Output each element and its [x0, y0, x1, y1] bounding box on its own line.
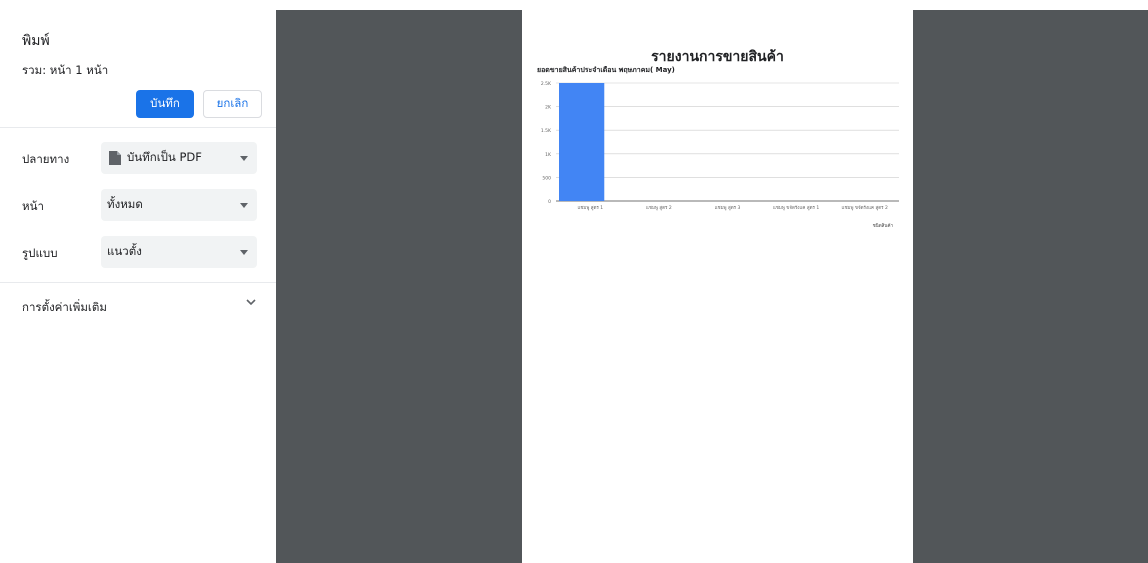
layout-label: รูปแบบ	[22, 246, 58, 260]
x-tick-label: แชมพู สูตร 1	[577, 205, 603, 211]
caret-down-icon	[240, 250, 248, 255]
destination-select[interactable]: บันทึกเป็น PDF	[101, 142, 257, 174]
pages-value: ทั้งหมด	[107, 197, 143, 211]
y-tick-label: 2.5K	[541, 81, 552, 87]
x-tick-label: แชมพู ขจัดรังแค สูตร 2	[842, 205, 888, 211]
page-count: รวม: หน้า 1 หน้า	[22, 63, 109, 77]
destination-value: บันทึกเป็น PDF	[127, 150, 202, 164]
y-tick-label: 2K	[545, 105, 552, 111]
more-settings-label[interactable]: การตั้งค่าเพิ่มเติม	[22, 300, 107, 314]
x-axis-label: ชนิดสินค้า	[873, 223, 894, 229]
x-tick-label: แชมพู สูตร 3	[715, 205, 741, 211]
divider	[0, 127, 276, 128]
x-tick-label: แชมพู สูตร 2	[646, 205, 672, 211]
pages-select[interactable]: ทั้งหมด	[101, 189, 257, 221]
layout-select[interactable]: แนวตั้ง	[101, 236, 257, 268]
y-tick-label: 0	[548, 199, 551, 205]
caret-down-icon	[240, 156, 248, 161]
pages-label: หน้า	[22, 199, 44, 213]
layout-value: แนวตั้ง	[107, 244, 142, 258]
file-icon	[109, 151, 121, 165]
divider	[0, 282, 276, 283]
print-settings-panel: พิมพ์ รวม: หน้า 1 หน้า บันทึก ยกเลิก ปลา…	[0, 0, 276, 563]
report-title: รายงานการขายสินค้า	[651, 49, 784, 65]
y-tick-label: 500	[542, 175, 551, 181]
y-tick-label: 1.5K	[541, 128, 552, 134]
x-tick-label: แชมพู ขจัดรังแค สูตร 1	[773, 205, 819, 211]
bar-chart: 0 500 1K 1.5K 2K 2.5K แชมพู สูตร 1 แชมพู สูตร 2…	[541, 81, 899, 229]
preview-page: รายงานการขายสินค้า ยอดขายสินค้าประจำเดือ…	[522, 10, 913, 563]
save-button[interactable]: บันทึก	[136, 90, 194, 118]
chevron-down-icon[interactable]	[244, 294, 258, 308]
chart-title: ยอดขายสินค้าประจำเดือน พฤษภาคม( May)	[537, 66, 675, 74]
destination-label: ปลายทาง	[22, 152, 70, 166]
chart-bar	[559, 83, 605, 201]
caret-down-icon	[240, 203, 248, 208]
y-tick-label: 1K	[545, 152, 552, 158]
cancel-button[interactable]: ยกเลิก	[203, 90, 262, 118]
dialog-title: พิมพ์	[22, 33, 50, 49]
